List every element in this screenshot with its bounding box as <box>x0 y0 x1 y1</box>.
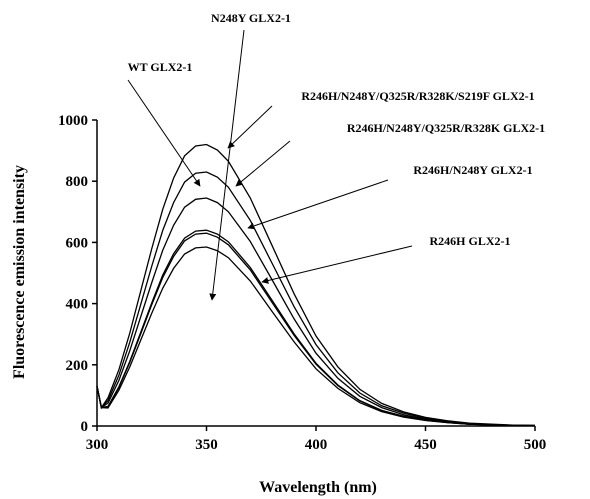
annotation-arrow <box>209 29 245 301</box>
y-tick-label: 600 <box>66 235 89 251</box>
annotation-arrow <box>247 179 389 230</box>
y-tick-label: 400 <box>66 297 89 313</box>
y-tick-label: 200 <box>66 358 89 374</box>
annotation-arrow <box>261 245 413 284</box>
spectrum-line <box>96 143 536 427</box>
x-tick-label: 450 <box>414 437 437 453</box>
annotation-arrow <box>127 79 201 187</box>
y-tick-label: 800 <box>66 174 89 190</box>
series-label: R246H GLX2-1 <box>430 234 511 248</box>
y-axis-label: Fluorescence emission intensity <box>11 165 28 379</box>
x-tick-label: 300 <box>86 437 109 453</box>
annotation-arrow <box>227 105 273 149</box>
series-label: N248Y GLX2-1 <box>211 11 291 25</box>
spectrum-line <box>96 246 536 427</box>
y-tick-label: 1000 <box>58 113 88 129</box>
series-label: WT GLX2-1 <box>128 60 193 74</box>
x-axis-label: Wavelength (nm) <box>259 479 377 496</box>
x-tick-label: 500 <box>524 437 547 453</box>
annotation-arrow <box>235 140 291 187</box>
series-label: R246H/N248Y GLX2-1 <box>413 163 532 177</box>
x-tick-label: 350 <box>195 437 218 453</box>
series-label: R246H/N248Y/Q325R/R328K GLX2-1 <box>347 121 545 135</box>
spectrum-line <box>96 229 536 427</box>
spectrum-line <box>96 171 535 427</box>
x-tick-label: 400 <box>305 437 328 453</box>
y-tick-label: 0 <box>81 419 89 435</box>
spectrum-line <box>96 232 536 427</box>
series-label: R246H/N248Y/Q325R/R328K/S219F GLX2-1 <box>301 89 534 103</box>
